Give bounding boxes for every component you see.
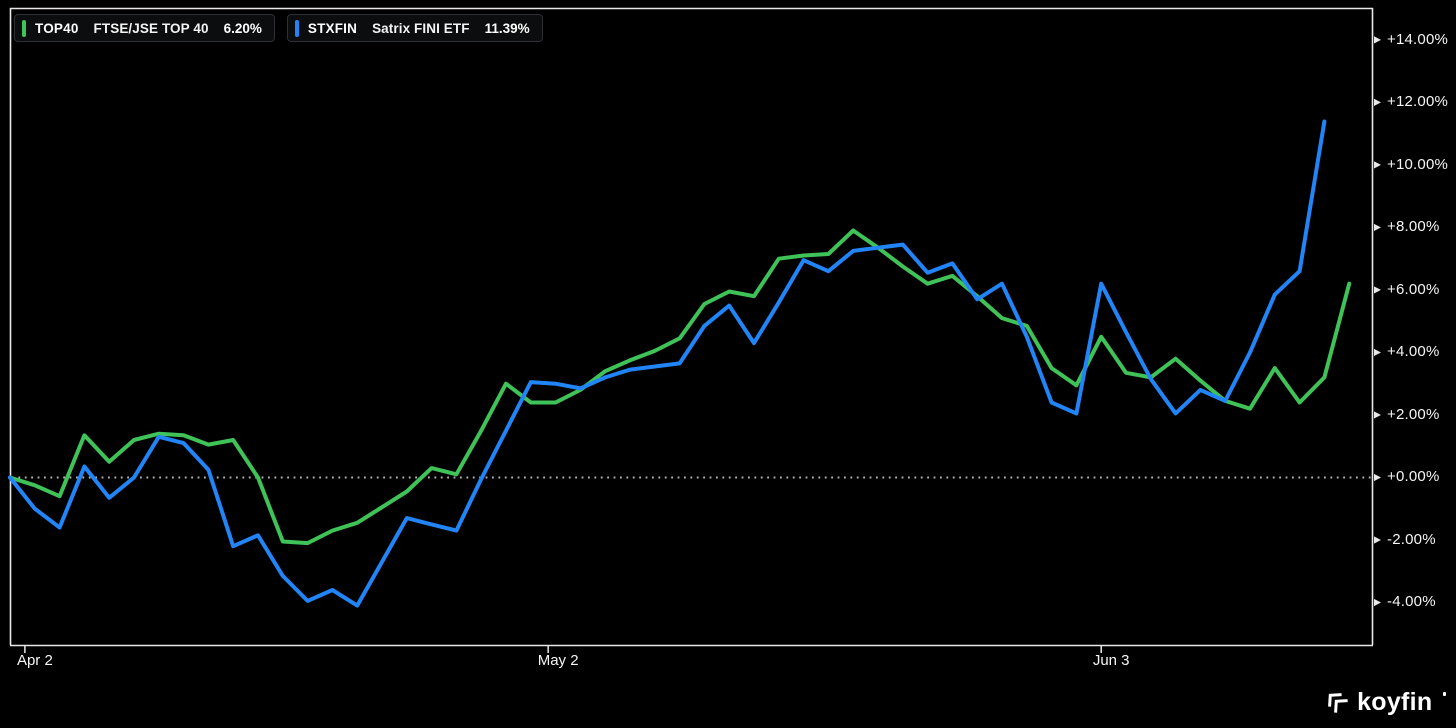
y-tick-arrow bbox=[1374, 598, 1381, 607]
koyfin-wordmark: koyfin bbox=[1357, 688, 1433, 716]
y-axis-label: +8.00% bbox=[1387, 218, 1440, 236]
koyfin-logo-dot bbox=[1442, 692, 1446, 696]
y-axis-label: -4.00% bbox=[1387, 593, 1436, 611]
series-color-bar-stxfin bbox=[294, 19, 299, 37]
y-axis-label: -2.00% bbox=[1387, 530, 1436, 548]
y-axis-label: +2.00% bbox=[1387, 405, 1440, 423]
y-tick-arrow bbox=[1374, 286, 1381, 294]
legend-change: 6.20% bbox=[223, 20, 262, 36]
legend-name: FTSE/JSE TOP 40 bbox=[93, 20, 209, 36]
series-line-top40[interactable] bbox=[8, 228, 1352, 546]
legend: TOP40 FTSE/JSE TOP 40 6.20% STXFIN Satri… bbox=[14, 14, 543, 42]
y-axis-label: +10.00% bbox=[1387, 155, 1449, 173]
y-tick-arrow bbox=[1374, 411, 1381, 419]
y-tick-arrow bbox=[1374, 348, 1381, 357]
koyfin-logo: koyfin bbox=[1325, 689, 1446, 715]
koyfin-chevron-icon bbox=[1328, 693, 1348, 713]
legend-change: 11.39% bbox=[484, 20, 530, 36]
legend-item-top40[interactable]: TOP40 FTSE/JSE TOP 40 6.20% bbox=[14, 14, 275, 42]
y-tick-arrow bbox=[1374, 536, 1381, 544]
series-color-bar-top40 bbox=[22, 19, 26, 37]
legend-ticker: TOP40 bbox=[35, 20, 79, 36]
y-axis-label: +12.00% bbox=[1387, 93, 1449, 111]
y-tick-arrow bbox=[1374, 98, 1381, 106]
y-axis-label: +14.00% bbox=[1387, 30, 1449, 48]
y-axis-label: +0.00% bbox=[1387, 468, 1440, 486]
legend-item-stxfin[interactable]: STXFIN Satrix FINI ETF 11.39% bbox=[286, 14, 543, 42]
y-tick-arrow bbox=[1374, 36, 1381, 44]
x-axis-label: May 2 bbox=[537, 652, 579, 669]
y-tick-arrow bbox=[1374, 161, 1381, 169]
y-axis-label: +6.00% bbox=[1387, 280, 1440, 298]
legend-ticker: STXFIN bbox=[307, 20, 358, 36]
x-axis-label: Jun 3 bbox=[1092, 652, 1130, 669]
y-tick-arrow bbox=[1374, 223, 1381, 232]
legend-name: Satrix FINI ETF bbox=[372, 20, 470, 36]
series-line-stxfin[interactable] bbox=[8, 119, 1327, 608]
y-tick-arrow bbox=[1374, 473, 1381, 482]
y-axis-label: +4.00% bbox=[1387, 343, 1440, 361]
x-axis-label: Apr 2 bbox=[16, 652, 53, 669]
